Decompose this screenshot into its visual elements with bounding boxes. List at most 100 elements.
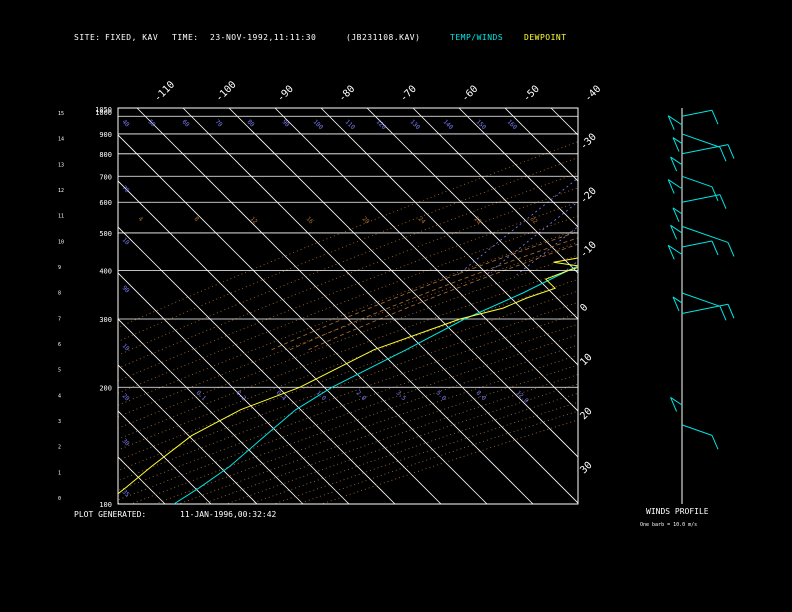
height-tick-label: 5 (58, 368, 61, 374)
height-tick-label: 13 (58, 162, 64, 168)
potential-temp-label: 100 (312, 118, 325, 131)
pressure-tick-label: 900 (99, 131, 112, 139)
wind-barb-flag (670, 225, 678, 240)
plot-generated-value: 11-JAN-1996,00:32:42 (180, 510, 277, 519)
mixing-ratio-label: 2.0 (355, 389, 368, 402)
theta-side-label: 70 (121, 184, 131, 194)
wind-barb-flag (711, 186, 719, 201)
potential-temp-label: 50 (147, 118, 157, 128)
isotherm-top-label: -110 (152, 79, 177, 104)
height-tick-label: 3 (58, 419, 61, 425)
wind-barb-staff (672, 296, 683, 304)
dry-adiabat-label: 20 (361, 215, 371, 225)
wind-barb-staff (672, 207, 683, 215)
height-tick-label: 7 (58, 316, 61, 322)
isotherm-line (597, 108, 792, 504)
isotherm-line (136, 108, 534, 504)
dry-adiabat-line (118, 157, 578, 342)
wind-barb-flag (672, 207, 680, 223)
dry-adiabat-label: 24 (417, 215, 427, 225)
site-label: SITE: (74, 33, 101, 42)
dry-adiabat-line (130, 344, 578, 504)
isotherm-right-label: 30 (578, 460, 594, 476)
dry-adiabat-line (118, 201, 578, 382)
dry-adiabat-line (178, 364, 578, 504)
pressure-tick-label: 500 (99, 230, 112, 238)
dry-adiabat-line (118, 290, 578, 461)
isotherm-line (118, 180, 442, 504)
wind-barb-staff (681, 424, 713, 436)
dry-adiabat-line (249, 392, 578, 504)
mixing-ratio-line (647, 108, 792, 275)
file-id: (JB231108.KAV) (346, 33, 421, 42)
wind-barb-staff (681, 109, 713, 117)
isotherm-line (458, 108, 578, 228)
height-tick-label: 11 (58, 214, 64, 220)
wind-barb-staff (681, 303, 729, 314)
wind-barb-staff (681, 225, 729, 243)
dry-adiabat-label: 12 (249, 215, 259, 225)
saturation-adiabat-line (308, 243, 578, 351)
pressure-tick-label: 200 (99, 384, 112, 392)
theta-side-label: 10 (121, 236, 131, 246)
wind-barb-staff (681, 240, 713, 248)
temperature-series-line (173, 265, 578, 504)
wind-barb-flag (727, 144, 735, 159)
isotherm-line (118, 318, 304, 504)
wind-barb-flag (727, 242, 735, 257)
isotherm-top-label: -40 (583, 84, 604, 105)
winds-profile (667, 108, 735, 504)
wind-barb-flag (667, 245, 675, 260)
theta-side-label: 20 (121, 392, 131, 402)
wind-barb-flag (670, 397, 678, 412)
isotherm-line (118, 364, 258, 504)
mixing-ratio-line (457, 177, 578, 276)
dry-adiabat-line (118, 254, 578, 429)
wind-barb-staff (672, 137, 683, 145)
mixing-ratio-line (627, 108, 792, 275)
dry-adiabat-line (118, 187, 578, 369)
height-tick-label: 8 (58, 291, 61, 297)
wind-barb-staff (681, 292, 721, 307)
height-tick-label: 10 (58, 239, 64, 245)
dry-adiabat-line (202, 374, 578, 504)
plot-frame (117, 107, 579, 505)
potential-temp-label: 160 (506, 118, 519, 131)
isotherm-line (412, 108, 578, 274)
isotherm-right-label: -30 (578, 132, 599, 153)
saturation-adiabat-line (271, 231, 578, 351)
pressure-tick-label: 100 (99, 501, 112, 509)
wind-barb-flag (672, 296, 680, 312)
isotherm-line (550, 108, 578, 136)
wind-barb-flag (711, 435, 719, 450)
pressure-tick-label: 400 (99, 268, 112, 276)
isotherm-top-label: -100 (214, 79, 239, 104)
wind-barb-flag (719, 147, 727, 162)
potential-temp-label: 120 (375, 118, 388, 131)
time-label: TIME: (172, 33, 199, 42)
isotherm-line (182, 108, 578, 504)
isotherm-right-label: -20 (578, 186, 599, 207)
wind-barb-staff (667, 244, 683, 255)
wind-barb-staff (670, 224, 683, 234)
wind-barb-staff (667, 115, 683, 126)
site-value: FIXED, KAV (105, 33, 159, 42)
dry-adiabat-line (118, 266, 578, 440)
isotherm-top-label: -50 (521, 84, 542, 105)
chart-labels: 1002003004005006007008009001000105001234… (58, 79, 603, 509)
winds-profile-title: WINDS PROFILE (646, 507, 709, 516)
pressure-tick-label: 800 (99, 151, 112, 159)
pressure-tick-label: 600 (99, 199, 112, 207)
isotherm-line (320, 108, 578, 366)
height-tick-label: 12 (58, 188, 64, 194)
wind-barb-staff (681, 144, 729, 155)
theta-side-label: 90 (121, 284, 131, 294)
dry-adiabat-line (118, 172, 578, 356)
height-tick-label: 0 (58, 496, 61, 502)
isotherm-line (366, 108, 578, 320)
potential-temp-label: 110 (344, 118, 357, 131)
mixing-ratio-label: 8.0 (475, 389, 488, 402)
wind-barb-flag (667, 115, 675, 130)
wind-barb-staff (667, 179, 683, 190)
time-value: 23-NOV-1992,11:11:30 (210, 33, 317, 42)
